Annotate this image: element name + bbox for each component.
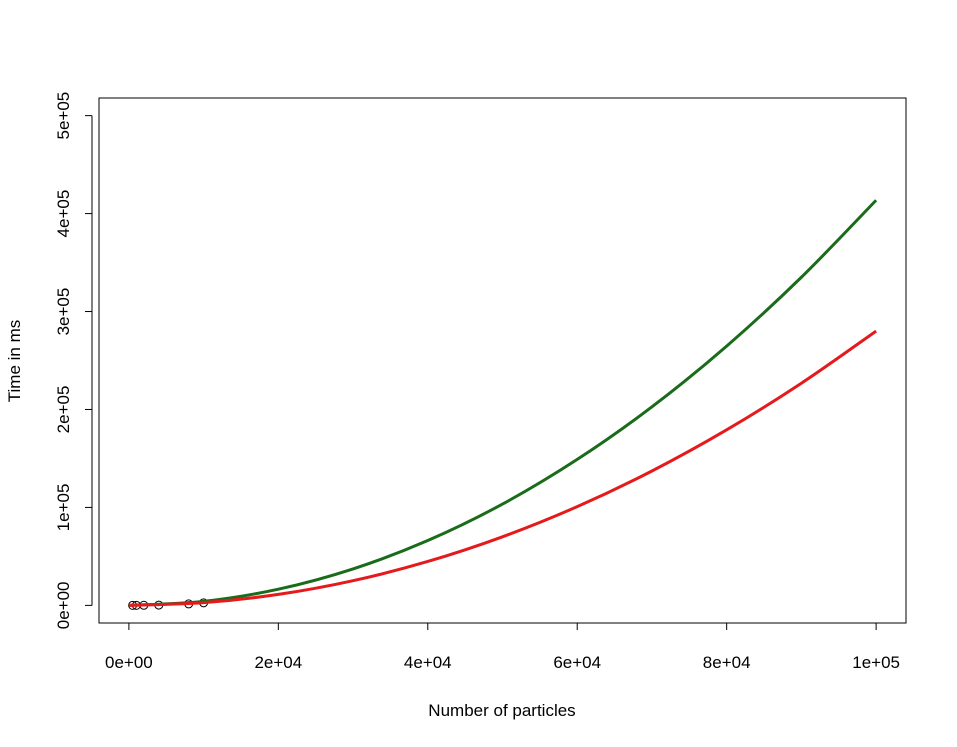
y-tick-label: 0e+00 <box>54 581 73 629</box>
x-axis: 0e+00 2e+04 4e+04 6e+04 8e+04 1e+05 <box>105 622 900 672</box>
y-tick-label: 2e+05 <box>54 386 73 434</box>
x-tick-label: 8e+04 <box>703 653 751 672</box>
x-tick-label: 2e+04 <box>254 653 302 672</box>
y-axis-label: Time in ms <box>5 320 24 403</box>
plot-frame <box>98 97 907 624</box>
series-layer <box>128 199 878 610</box>
x-tick-label: 0e+00 <box>105 653 153 672</box>
y-tick-label: 1e+05 <box>54 484 73 532</box>
series-line-0 <box>128 199 878 607</box>
y-tick-label: 5e+05 <box>54 92 73 140</box>
x-tick-label: 4e+04 <box>404 653 452 672</box>
y-axis: 0e+00 1e+05 2e+05 3e+05 4e+05 5e+05 <box>54 92 93 629</box>
x-tick-label: 1e+05 <box>852 653 900 672</box>
y-tick-label: 3e+05 <box>54 288 73 336</box>
x-tick-label: 6e+04 <box>553 653 601 672</box>
series-line-1 <box>128 329 877 607</box>
x-axis-label: Number of particles <box>428 701 575 720</box>
y-tick-label: 4e+05 <box>54 190 73 238</box>
